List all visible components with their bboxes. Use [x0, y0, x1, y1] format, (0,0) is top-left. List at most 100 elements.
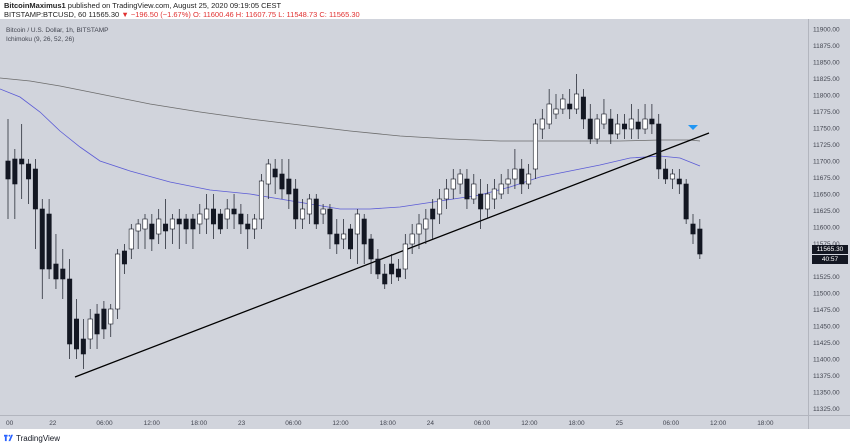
trendline[interactable] — [74, 132, 710, 378]
price-tick-label: 11350.00 — [813, 389, 840, 396]
high-value: H: 11607.75 — [235, 10, 277, 19]
candle-down — [53, 263, 59, 280]
candle-up — [423, 218, 429, 230]
current-price-label: 11565.30 — [812, 244, 848, 254]
candle-up — [142, 218, 148, 230]
candle-up — [306, 198, 312, 215]
axis-corner — [808, 415, 850, 429]
candle-down — [19, 158, 25, 165]
candle-down — [375, 258, 381, 275]
time-tick-label: 12:00 — [144, 420, 161, 427]
time-axis-svg: 00 22 06:00 12:00 18:00 23 06:00 12:00 18:00 24 06… — [6, 420, 774, 427]
chart-header: BitcoinMaximus1 published on TradingView… — [0, 0, 850, 19]
candle-up — [437, 198, 443, 215]
ma-blue-line — [0, 88, 701, 210]
candle-up — [416, 223, 422, 235]
time-axis[interactable]: 00 22 06:00 12:00 18:00 23 06:00 12:00 18:00 24 06… — [0, 415, 808, 429]
candle-up — [471, 183, 477, 200]
tradingview-logo[interactable]: TradingView — [4, 433, 60, 443]
tradingview-brand: TradingView — [16, 434, 61, 443]
candle-up — [402, 243, 408, 270]
candle-up — [505, 178, 511, 185]
candle-down — [656, 123, 662, 170]
candle-up — [484, 193, 490, 210]
candle-up — [265, 163, 271, 185]
candle-up — [615, 123, 621, 135]
candle-down — [149, 223, 155, 240]
candle-up — [450, 178, 456, 190]
chart-svg — [0, 74, 710, 378]
price-tick-label: 11725.00 — [813, 142, 840, 149]
time-tick-label: 25 — [616, 420, 624, 427]
ma-gray-line — [0, 77, 701, 142]
candle-up — [512, 168, 518, 180]
time-tick-label: 23 — [238, 420, 246, 427]
candle-up — [574, 93, 580, 110]
candle-down — [368, 238, 374, 260]
candle-down — [286, 178, 292, 195]
last-price: 11565.30 — [88, 10, 120, 19]
time-tick-label: 12:00 — [710, 420, 727, 427]
low-value: L: 11548.73 — [278, 10, 318, 19]
time-tick-label: 12:00 — [521, 420, 538, 427]
candle-up — [498, 183, 504, 195]
candle-up — [300, 208, 306, 220]
candle-down — [183, 218, 189, 230]
price-tick-label: 11500.00 — [813, 290, 840, 297]
author-name[interactable]: BitcoinMaximus1 — [4, 1, 66, 10]
legend-indicator[interactable]: Ichimoku (9, 26, 52, 26) — [6, 36, 75, 43]
candle-down — [80, 338, 86, 355]
bar-countdown-label: 40:57 — [812, 254, 848, 264]
time-tick-label: 24 — [427, 420, 435, 427]
header-line-1: BitcoinMaximus1 published on TradingView… — [4, 1, 281, 10]
time-tick-label: 12:00 — [332, 420, 349, 427]
down-arrow-icon — [688, 125, 698, 130]
candle-down — [395, 268, 401, 278]
candle-down — [635, 121, 641, 130]
candle-up — [594, 118, 600, 140]
candle-up — [128, 228, 134, 250]
candle-down — [39, 208, 45, 270]
time-tick-label: 18:00 — [380, 420, 397, 427]
candle-down — [74, 318, 80, 350]
price-tick-label: 11475.00 — [813, 307, 840, 314]
time-tick-label: 22 — [49, 420, 57, 427]
price-tick-label: 11525.00 — [813, 274, 840, 281]
candle-down — [60, 268, 66, 280]
price-tick-label: 11850.00 — [813, 59, 840, 66]
candle-down — [245, 223, 251, 230]
price-tick-label: 11675.00 — [813, 175, 840, 182]
price-tick-label: 11575.00 — [813, 241, 840, 248]
price-tick-label: 11425.00 — [813, 340, 840, 347]
symbol-label: BITSTAMP:BTCUSD, 60 — [4, 10, 87, 19]
price-change: ▼ −196.50 (−1.67%) — [121, 10, 191, 19]
candle-down — [347, 228, 353, 250]
candle-up — [156, 218, 162, 235]
price-tick-label: 11625.00 — [813, 208, 840, 215]
price-tick-label: 11375.00 — [813, 373, 840, 380]
candle-up — [320, 208, 326, 215]
candle-down — [231, 208, 237, 215]
time-tick-label: 00 — [6, 420, 14, 427]
price-tick-label: 11450.00 — [813, 323, 840, 330]
candle-up — [526, 173, 532, 185]
candle-down — [621, 123, 627, 130]
price-tick-label: 11600.00 — [813, 224, 840, 231]
time-tick-label: 18:00 — [757, 420, 774, 427]
price-axis[interactable]: 11900.00 11875.00 11850.00 11825.00 11800.00… — [808, 19, 850, 415]
candle-down — [663, 168, 669, 180]
time-tick-label: 06:00 — [663, 420, 680, 427]
candle-down — [587, 118, 593, 140]
candle-down — [32, 168, 38, 210]
candle-down — [519, 168, 525, 185]
chart-canvas[interactable] — [0, 19, 808, 415]
candle-up — [491, 188, 497, 200]
price-tick-label: 11400.00 — [813, 356, 840, 363]
candle-up — [169, 218, 175, 230]
candle-down — [313, 198, 319, 225]
candle-down — [190, 218, 196, 230]
candle-down — [690, 223, 696, 235]
candle-down — [382, 273, 388, 285]
candle-up — [628, 118, 634, 130]
candle-down — [361, 218, 367, 245]
